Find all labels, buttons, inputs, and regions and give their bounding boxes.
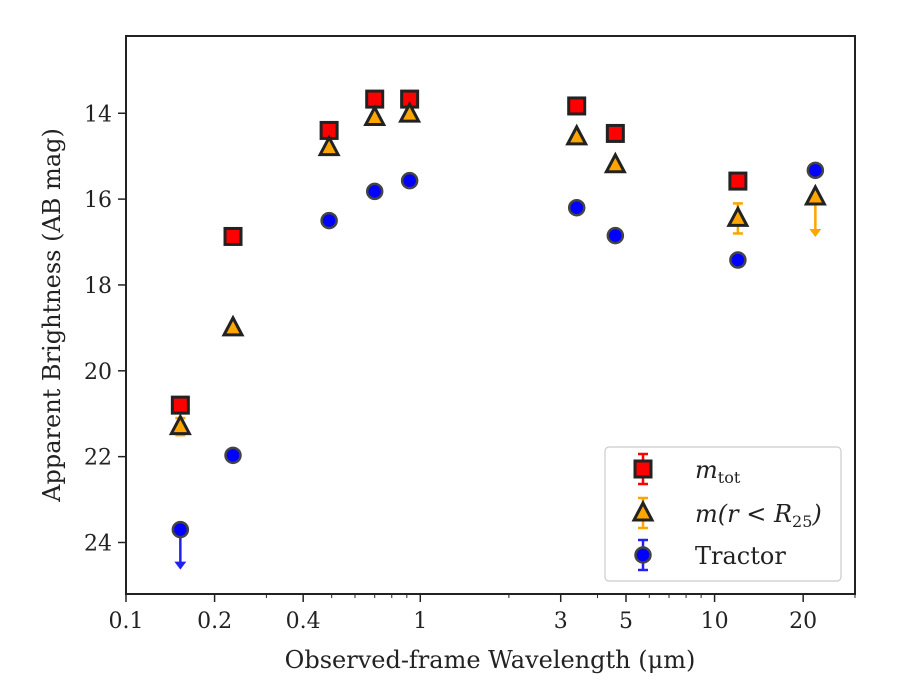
legend-label-base: Tractor: [695, 542, 786, 570]
x-tick-label: 0.1: [109, 609, 144, 634]
data-point-triangle-marker: [398, 100, 422, 123]
data-point-triangle-marker: [363, 104, 387, 127]
y-tick-label: 20: [84, 360, 112, 385]
data-point-circle-marker: [171, 520, 190, 539]
y-tick-label: 18: [84, 274, 112, 299]
series-m-r-r25-: [168, 100, 827, 437]
y-axis-label: Apparent Brightness (AB mag): [38, 128, 66, 503]
x-tick-label: 1: [413, 609, 427, 634]
y-axis: 14 16 18 20 22 24: [84, 102, 126, 556]
legend-box: [604, 446, 842, 582]
data-point-circle-marker: [567, 198, 586, 217]
x-tick-label: 10: [701, 609, 729, 634]
x-tick-label: 0.4: [286, 609, 321, 634]
data-point-triangle-marker: [726, 205, 750, 227]
data-point-triangle-marker: [803, 183, 827, 206]
data-point-triangle-marker: [565, 123, 589, 146]
x-axis-label: Observed-frame Wavelength (μm): [285, 646, 696, 674]
data-point-circle-marker: [729, 251, 747, 269]
x-tick-label: 20: [789, 609, 817, 634]
y-tick-label: 22: [84, 446, 112, 471]
data-point-circle-marker: [320, 211, 338, 230]
data-point-circle-marker: [224, 446, 242, 465]
legend-triangle-marker: [631, 499, 655, 522]
data-marks: [168, 89, 827, 570]
data-point-square-marker: [567, 96, 587, 116]
data-point-square-marker: [728, 171, 748, 191]
data-point-circle-marker: [365, 182, 384, 201]
data-point-circle-marker: [400, 171, 419, 190]
legend-circle-marker: [634, 546, 652, 564]
legend-label: mtot: [695, 456, 741, 487]
data-point-circle-marker: [806, 161, 825, 180]
upper-limit-arrow-head: [809, 228, 822, 237]
data-point-triangle-marker: [168, 413, 192, 436]
plot-frame: [125, 35, 856, 595]
x-tick-label: 0.2: [197, 609, 232, 634]
legend-label-subscript: 25: [792, 512, 812, 531]
legend-square-marker: [633, 459, 653, 479]
legend-label: Tractor: [695, 542, 786, 570]
legend-label-base: m: [695, 456, 718, 484]
y-tick-label: 16: [84, 188, 112, 213]
series-tractor: [171, 161, 825, 570]
data-point-triangle-marker: [221, 314, 245, 337]
y-tick-label: 24: [84, 531, 112, 556]
data-point-square-marker: [170, 395, 190, 415]
data-point-triangle-marker: [317, 134, 341, 157]
x-tick-label: 5: [619, 609, 633, 634]
legend-label-suffix: ): [811, 500, 821, 528]
x-axis: 0.1 0.2 0.4 1 3 5 10 20: [109, 594, 856, 634]
data-point-triangle-marker: [603, 151, 627, 174]
y-tick-label: 14: [84, 102, 112, 127]
legend: mtot m(r < R25) Tractor: [604, 446, 842, 582]
legend-label-base: m(r < R: [695, 500, 792, 528]
x-tick-label: 3: [554, 609, 568, 634]
data-point-square-marker: [223, 226, 243, 246]
upper-limit-arrow-head: [174, 561, 187, 570]
legend-label-subscript: tot: [718, 468, 741, 487]
legend-label: m(r < R25): [695, 500, 822, 531]
data-point-circle-marker: [606, 226, 625, 245]
series-m-tot: [170, 89, 748, 415]
data-point-square-marker: [605, 123, 625, 143]
